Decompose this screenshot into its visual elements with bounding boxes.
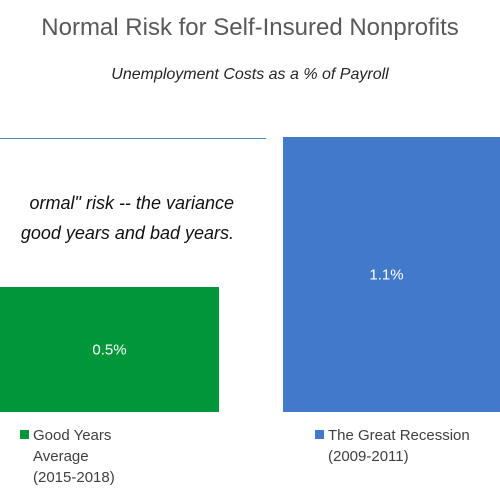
legend-item-good-years: Good Years Average (2015-2018) — [20, 425, 115, 488]
annotation-line-1: ormal" risk -- the variance — [29, 193, 234, 213]
bar-great-recession — [283, 137, 500, 412]
annotation-rule — [0, 138, 266, 139]
legend-label-great-recession: The Great Recession (2009-2011) — [328, 427, 470, 465]
bar-good-years — [0, 287, 219, 412]
legend-item-great-recession: The Great Recession (2009-2011) — [315, 425, 470, 467]
annotation-text: ormal" risk -- the variance good years a… — [0, 188, 234, 248]
data-label-great-recession: 1.1% — [369, 267, 403, 284]
chart-title: Normal Risk for Self-Insured Nonprofits — [41, 14, 459, 41]
annotation-line-2: good years and bad years. — [20, 223, 234, 243]
data-label-good-years: 0.5% — [92, 342, 126, 359]
chart-subtitle: Unemployment Costs as a % of Payroll — [111, 66, 389, 83]
legend-swatch-great-recession — [315, 430, 324, 439]
legend-swatch-good-years — [20, 430, 29, 439]
legend-label-good-years: Good Years Average (2015-2018) — [33, 427, 115, 486]
